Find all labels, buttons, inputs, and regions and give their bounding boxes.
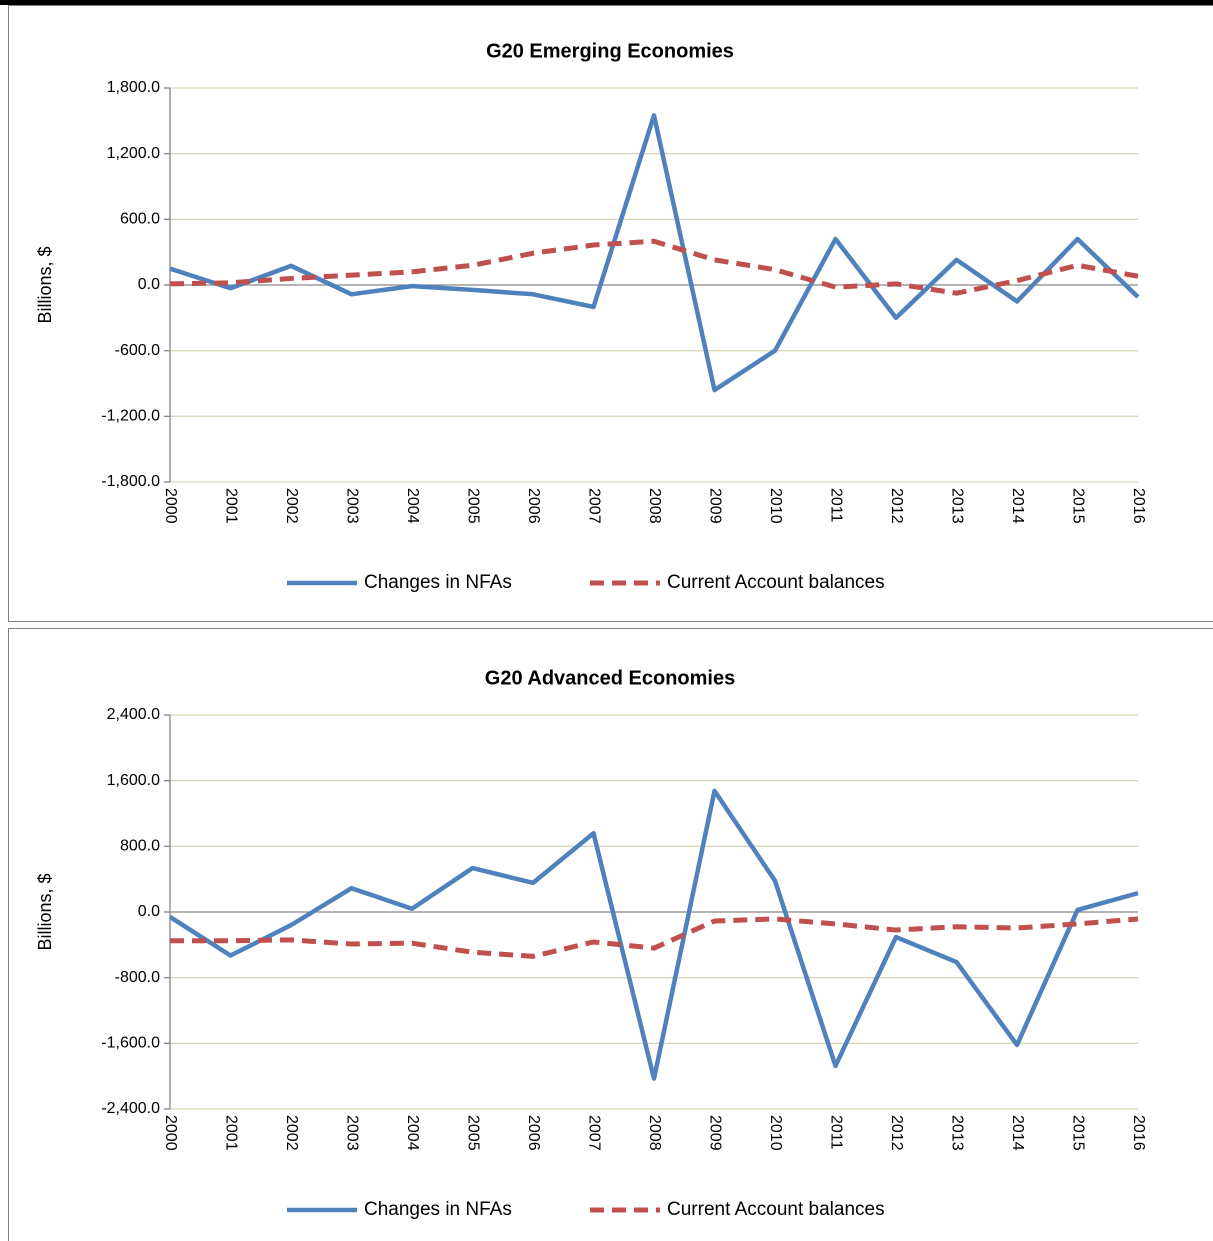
- panel-frame: [8, 5, 1213, 622]
- legend-label: Current Account balances: [667, 572, 885, 593]
- x-tick-label: 2013: [948, 488, 965, 524]
- x-tick-label: 2016: [1130, 488, 1147, 524]
- x-tick-label: 2012: [888, 1115, 905, 1151]
- y-tick-label: -600.0: [115, 342, 160, 359]
- x-tick-label: 2010: [767, 488, 784, 524]
- x-tick-label: 2016: [1130, 1115, 1147, 1151]
- y-axis-title: Billions, $: [35, 246, 55, 323]
- y-tick-label: 2,400.0: [107, 706, 160, 723]
- y-tick-label: -1,600.0: [101, 1035, 160, 1052]
- x-tick-label: 2009: [706, 1115, 723, 1151]
- x-tick-label: 2004: [404, 488, 421, 524]
- y-tick-label: -1,200.0: [101, 408, 160, 425]
- x-tick-label: 2015: [1069, 488, 1086, 524]
- legend-label: Current Account balances: [667, 1199, 885, 1220]
- x-tick-label: 2005: [464, 488, 481, 524]
- x-tick-label: 2007: [585, 488, 602, 524]
- chart: G20 Emerging Economies Billions, $ -1,800.…: [35, 40, 1147, 593]
- x-tick-label: 2003: [343, 1115, 360, 1151]
- y-tick-label: 0.0: [138, 903, 160, 920]
- series-line: [169, 238, 1139, 296]
- panel-frame: [8, 628, 1213, 1241]
- y-tick-label: -800.0: [115, 969, 160, 986]
- y-tick-label: 1,800.0: [107, 79, 160, 96]
- y-tick-label: 1,600.0: [107, 772, 160, 789]
- series-line: [169, 113, 1140, 393]
- y-tick-label: 1,200.0: [107, 145, 160, 162]
- series-line: [168, 788, 1139, 1081]
- x-tick-label: 2009: [706, 488, 723, 524]
- top-bar: [0, 0, 1213, 5]
- y-tick-label: 800.0: [120, 838, 160, 855]
- legend-label: Changes in NFAs: [364, 572, 512, 593]
- x-tick-label: 2014: [1009, 488, 1026, 524]
- x-tick-label: 2010: [767, 1115, 784, 1151]
- x-tick-label: 2000: [162, 1115, 179, 1151]
- x-tick-label: 2001: [222, 488, 239, 524]
- x-tick-label: 2014: [1009, 1115, 1026, 1151]
- y-tick-label: -1,800.0: [101, 473, 160, 490]
- x-tick-label: 2005: [464, 1115, 481, 1151]
- y-tick-label: 600.0: [120, 211, 160, 228]
- y-axis-title: Billions, $: [35, 873, 55, 950]
- y-tick-label: -2,400.0: [101, 1100, 160, 1117]
- legend-label: Changes in NFAs: [364, 1199, 512, 1220]
- chart-title: G20 Emerging Economies: [486, 40, 734, 62]
- x-tick-label: 2001: [222, 1115, 239, 1151]
- y-tick-label: 0.0: [138, 276, 160, 293]
- x-tick-label: 2008: [646, 488, 663, 524]
- x-tick-label: 2002: [283, 488, 300, 524]
- x-tick-label: 2008: [646, 1115, 663, 1151]
- x-tick-label: 2012: [888, 488, 905, 524]
- chart-title: G20 Advanced Economies: [485, 667, 735, 689]
- x-tick-label: 2004: [404, 1115, 421, 1151]
- series-line: [170, 916, 1139, 959]
- x-tick-label: 2015: [1069, 1115, 1086, 1151]
- x-tick-label: 2011: [827, 1115, 844, 1150]
- x-tick-label: 2006: [525, 1115, 542, 1151]
- x-tick-label: 2013: [948, 1115, 965, 1151]
- x-tick-label: 2007: [585, 1115, 602, 1151]
- x-tick-label: 2002: [283, 1115, 300, 1151]
- x-tick-label: 2003: [343, 488, 360, 524]
- x-tick-label: 2006: [525, 488, 542, 524]
- x-tick-label: 2011: [827, 488, 844, 523]
- x-tick-label: 2000: [162, 488, 179, 524]
- chart: G20 Advanced Economies Billions, $ -2,400.…: [35, 667, 1147, 1220]
